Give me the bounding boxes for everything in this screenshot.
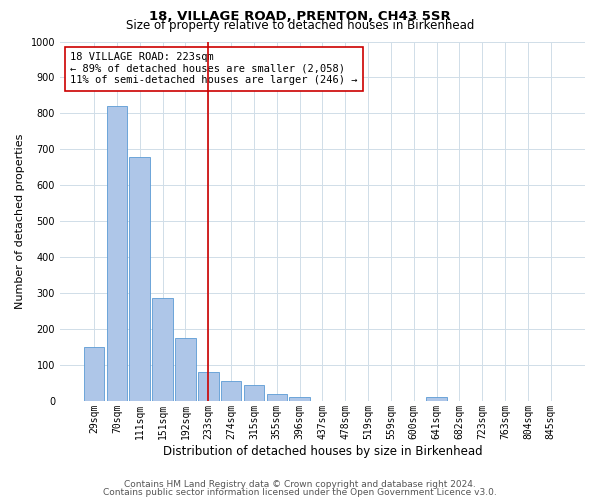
Bar (289, 398, 310, 401)
Bar (221, 381, 241, 401)
Bar (244, 384, 264, 401)
Text: Size of property relative to detached houses in Birkenhead: Size of property relative to detached ho… (126, 19, 474, 32)
Bar (266, 394, 287, 401)
Text: 18 VILLAGE ROAD: 223sqm
← 89% of detached houses are smaller (2,058)
11% of semi: 18 VILLAGE ROAD: 223sqm ← 89% of detache… (70, 52, 358, 86)
Text: 18, VILLAGE ROAD, PRENTON, CH43 5SR: 18, VILLAGE ROAD, PRENTON, CH43 5SR (149, 10, 451, 23)
Text: Contains public sector information licensed under the Open Government Licence v3: Contains public sector information licen… (103, 488, 497, 497)
Y-axis label: Number of detached properties: Number of detached properties (15, 134, 25, 309)
Bar (107, 106, 127, 401)
Bar (84, 347, 104, 401)
X-axis label: Distribution of detached houses by size in Birkenhead: Distribution of detached houses by size … (163, 444, 482, 458)
Text: Contains HM Land Registry data © Crown copyright and database right 2024.: Contains HM Land Registry data © Crown c… (124, 480, 476, 489)
Bar (427, 398, 447, 401)
Bar (198, 372, 218, 401)
Bar (175, 338, 196, 401)
Bar (152, 298, 173, 401)
Bar (130, 156, 150, 401)
